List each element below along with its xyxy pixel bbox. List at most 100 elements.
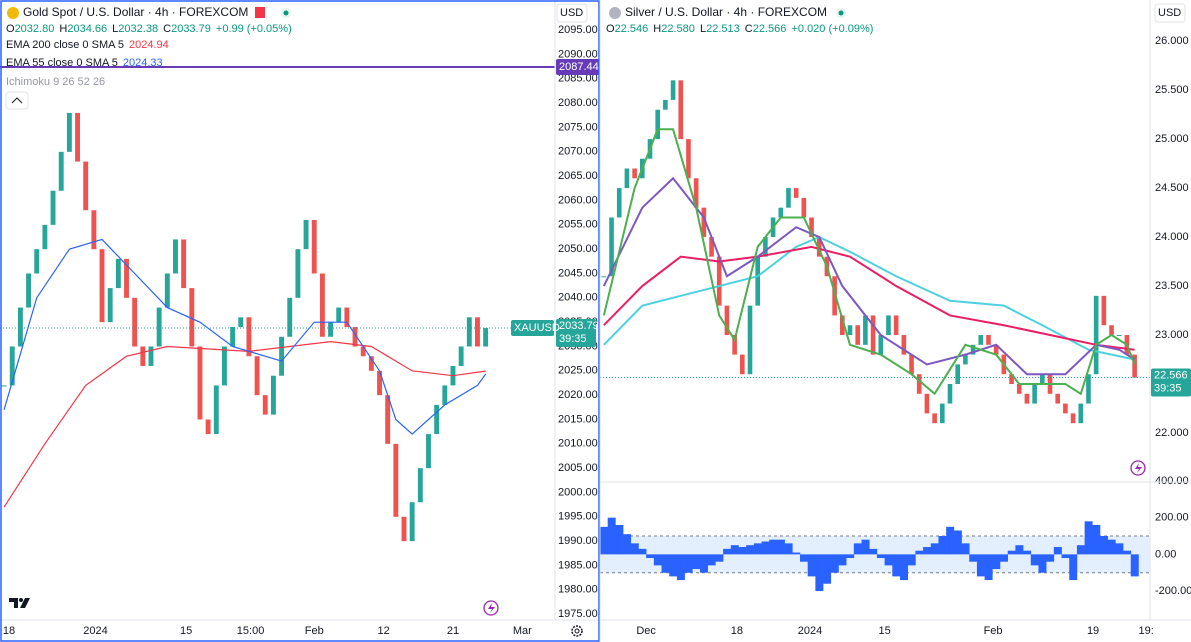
histogram-bar — [800, 554, 808, 562]
currency[interactable]: USD — [1158, 7, 1181, 19]
candle — [279, 336, 285, 376]
histogram-bar — [630, 543, 639, 555]
histogram-bar — [700, 554, 708, 573]
candle — [475, 317, 480, 347]
candle — [222, 346, 227, 386]
ohlc-key: L — [112, 23, 118, 35]
candle — [360, 346, 366, 357]
settings-icon[interactable] — [571, 625, 583, 637]
y-tick-label: 2000.00 — [558, 486, 598, 498]
currency-button[interactable] — [1154, 3, 1186, 23]
indicator-legend[interactable]: EMA 55 close 0 SMA 5 2024.33 — [6, 57, 163, 69]
indicator-legend[interactable]: EMA 200 close 0 SMA 5 2024.94 — [6, 39, 169, 51]
candle — [417, 468, 423, 503]
x-tick-label: 15 — [180, 625, 192, 637]
candle — [115, 258, 121, 289]
histogram-bar — [961, 543, 970, 555]
candle — [1016, 384, 1022, 394]
tradingview-logo[interactable] — [9, 598, 30, 608]
candle — [924, 393, 930, 414]
y-tick-label: 2070.00 — [558, 146, 598, 158]
histogram-bar — [776, 539, 785, 555]
histogram-bar — [1038, 554, 1047, 573]
candle — [401, 516, 407, 542]
candle — [793, 188, 799, 198]
histogram-bar — [1107, 539, 1116, 555]
chart-title[interactable]: Silver / U.S. Dollar · 4h · FOREXCOM — [625, 5, 827, 19]
flag-icon[interactable] — [255, 7, 265, 18]
histogram-bar — [1069, 554, 1078, 581]
candle — [970, 344, 976, 355]
histogram-bar — [1015, 545, 1024, 555]
y-tick-label: 2010.00 — [558, 438, 598, 450]
candle — [1, 385, 7, 387]
price-tag — [556, 319, 596, 348]
price-tag-label: 2033.79 — [559, 320, 599, 332]
currency-button[interactable] — [556, 3, 588, 23]
histogram-bar — [900, 554, 908, 581]
candle — [932, 413, 937, 424]
ohlc-value: 2034.66 — [67, 23, 107, 35]
ohlc: O2032.80 H2034.66 L2032.38 C2033.79 +0.9… — [6, 23, 292, 35]
candle — [50, 190, 56, 225]
candle — [724, 305, 730, 336]
candle — [393, 443, 399, 517]
candle — [901, 335, 907, 355]
ohlc-key: O — [6, 23, 15, 35]
ohlc-value: 22.513 — [706, 23, 740, 35]
candle — [755, 256, 760, 306]
candle — [886, 315, 891, 336]
y-tick-label: 400.00 — [1155, 475, 1189, 487]
y-tick-label: 2040.00 — [558, 292, 598, 304]
ohlc-value: 2032.80 — [15, 23, 55, 35]
candle — [847, 325, 853, 336]
symbol-icon[interactable] — [7, 7, 19, 19]
candle — [91, 210, 97, 250]
y-tick-label: 0.00 — [1155, 548, 1176, 560]
currency[interactable]: USD — [560, 7, 583, 19]
candle — [1009, 374, 1014, 384]
indicator-line — [603, 235, 1135, 361]
collapse-button[interactable] — [5, 91, 29, 110]
candle — [1070, 413, 1076, 424]
active-pane-border — [0, 0, 600, 642]
indicator-line — [603, 245, 1135, 351]
y-tick-label: 26.000 — [1155, 35, 1189, 47]
ohlc-key: C — [163, 23, 171, 35]
candle — [66, 112, 72, 152]
hidden-indicator[interactable]: Ichimoku 9 26 52 26 — [6, 76, 105, 88]
candle — [336, 307, 342, 323]
candle — [181, 239, 187, 289]
alert-icon[interactable] — [483, 600, 499, 616]
histogram-bar — [646, 554, 655, 559]
indicator-line — [3, 238, 487, 435]
histogram-bar — [723, 548, 732, 555]
candle — [1055, 393, 1060, 404]
x-tick-label: 21 — [447, 625, 459, 637]
histogram-bar — [930, 543, 939, 555]
candle — [670, 80, 676, 100]
y-tick-label: 1990.00 — [558, 535, 598, 547]
candle — [616, 188, 622, 218]
symbol-icon[interactable] — [609, 7, 621, 19]
candle — [156, 307, 162, 347]
candle — [197, 346, 203, 420]
candle — [442, 385, 448, 405]
histogram-bar — [830, 554, 839, 573]
chart-title[interactable]: Gold Spot / U.S. Dollar · 4h · FOREXCOM — [23, 5, 248, 19]
histogram-bar — [623, 534, 632, 555]
histogram-bar — [1076, 545, 1085, 555]
countdown: 39:35 — [1154, 382, 1182, 394]
candle — [955, 364, 960, 384]
alert-icon[interactable] — [1130, 460, 1146, 476]
candle — [1086, 374, 1091, 404]
x-tick-label: Mar — [513, 625, 532, 637]
candle — [328, 322, 333, 337]
plot-area — [1, 112, 489, 542]
candle — [893, 315, 899, 336]
symbol-tag — [511, 320, 554, 337]
candle — [58, 151, 64, 191]
symbol-tag-label: XAUUSD — [514, 322, 560, 334]
y-tick-label: 2095.00 — [558, 24, 598, 36]
